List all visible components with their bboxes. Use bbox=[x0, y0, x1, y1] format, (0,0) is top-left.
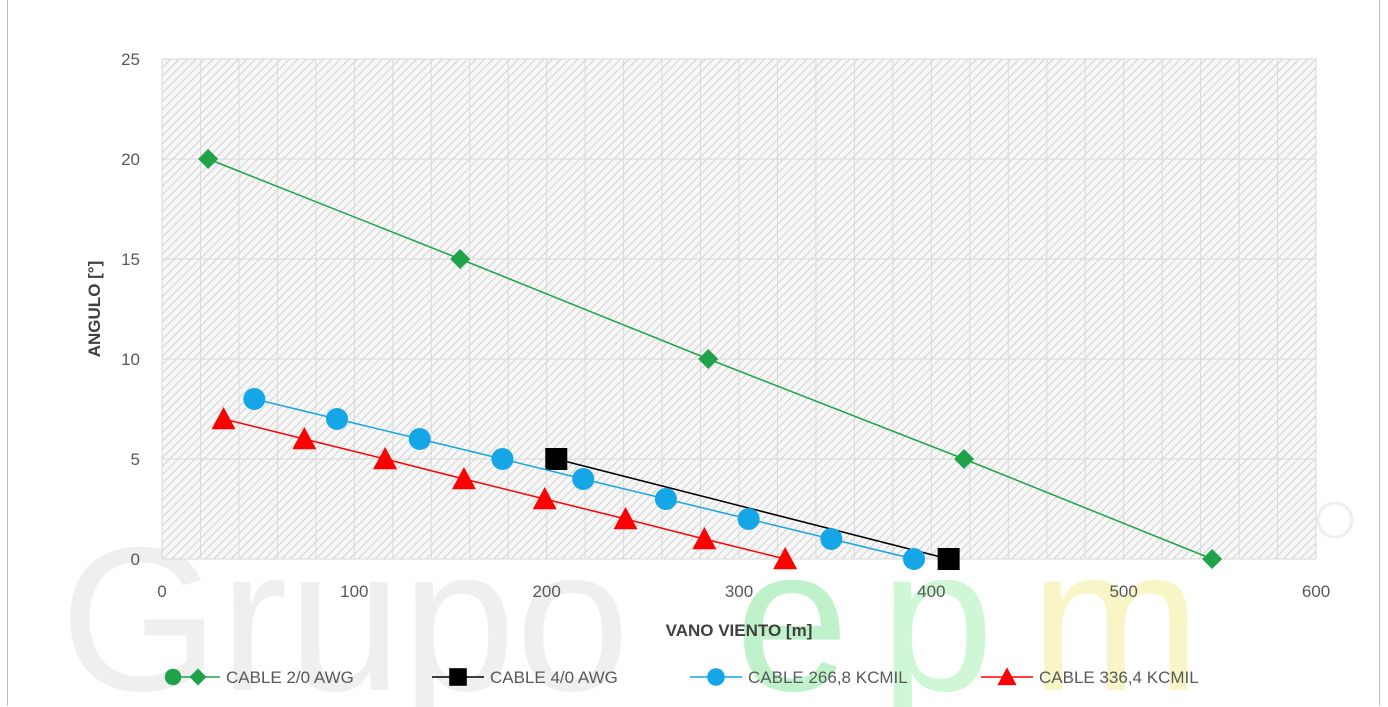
legend-triangle-icon bbox=[997, 667, 1017, 686]
legend-circle-icon bbox=[707, 668, 725, 686]
x-tick-label: 200 bbox=[532, 582, 560, 601]
data-point-diamond bbox=[1202, 549, 1223, 569]
data-point-diamond bbox=[198, 149, 219, 169]
data-point-square bbox=[545, 448, 568, 470]
x-tick-label: 600 bbox=[1302, 582, 1330, 601]
series-3 bbox=[243, 388, 926, 570]
chart-frame bbox=[7, 0, 1380, 706]
series-1 bbox=[198, 149, 1223, 569]
series-line bbox=[223, 418, 786, 560]
data-point-triangle bbox=[211, 407, 236, 430]
data-point-circle bbox=[243, 388, 266, 410]
legend-item: CABLE 266,8 KCMIL bbox=[690, 668, 908, 687]
legend-label: CABLE 2/0 AWG bbox=[226, 668, 354, 687]
legend: CABLE 2/0 AWG CABLE 4/0 AWG CABLE 266,8 KC… bbox=[164, 667, 1199, 687]
registered-mark-icon bbox=[1316, 501, 1354, 539]
data-point-triangle bbox=[613, 507, 638, 530]
data-point-circle bbox=[820, 528, 843, 550]
data-point-circle bbox=[572, 468, 595, 490]
y-tick-label: 25 bbox=[121, 50, 140, 69]
y-tick-label: 5 bbox=[131, 450, 140, 469]
data-point-circle bbox=[903, 548, 926, 570]
data-point-triangle bbox=[373, 447, 398, 470]
x-tick-label: 400 bbox=[917, 582, 945, 601]
data-point-circle bbox=[326, 408, 349, 430]
legend-label: CABLE 4/0 AWG bbox=[490, 668, 618, 687]
legend-item: CABLE 4/0 AWG bbox=[432, 668, 618, 687]
x-tick-label: 300 bbox=[725, 582, 753, 601]
data-point-triangle bbox=[292, 427, 317, 450]
data-point-triangle bbox=[692, 527, 717, 550]
data-point-circle bbox=[491, 448, 514, 470]
y-tick-label: 15 bbox=[121, 250, 140, 269]
y-axis-title: ANGULO [°] bbox=[85, 261, 104, 358]
data-point-circle bbox=[654, 488, 677, 510]
legend-square-icon bbox=[449, 668, 467, 686]
data-point-diamond bbox=[954, 449, 975, 469]
data-point-triangle bbox=[451, 467, 476, 490]
y-tick-label: 20 bbox=[121, 150, 140, 169]
y-tick-label: 10 bbox=[121, 350, 140, 369]
data-point-diamond bbox=[698, 349, 719, 369]
data-point-circle bbox=[737, 508, 760, 530]
series-layer bbox=[198, 149, 1223, 570]
data-point-circle bbox=[408, 428, 431, 450]
y-tick-label: 0 bbox=[131, 550, 140, 569]
y-axis-ticks: 0 5 10 15 20 25 bbox=[121, 50, 140, 569]
x-axis-ticks: 0 100 200 300 400 500 600 bbox=[157, 582, 1330, 601]
legend-label: CABLE 266,8 KCMIL bbox=[748, 668, 908, 687]
legend-item: CABLE 336,4 KCMIL bbox=[981, 667, 1199, 687]
x-tick-label: 0 bbox=[157, 582, 166, 601]
data-point-square bbox=[937, 548, 960, 570]
data-point-triangle bbox=[773, 547, 798, 570]
series-4 bbox=[211, 407, 798, 570]
x-tick-label: 100 bbox=[340, 582, 368, 601]
x-tick-label: 500 bbox=[1109, 582, 1137, 601]
data-point-triangle bbox=[532, 487, 557, 510]
x-axis-title: VANO VIENTO [m] bbox=[666, 621, 813, 640]
legend-label: CABLE 336,4 KCMIL bbox=[1039, 668, 1199, 687]
legend-circle-icon bbox=[164, 668, 182, 686]
legend-item: CABLE 2/0 AWG bbox=[164, 668, 354, 687]
legend-diamond-icon bbox=[189, 668, 207, 686]
data-point-diamond bbox=[450, 249, 471, 269]
watermark-logo: Grupo e p m bbox=[60, 501, 1354, 707]
